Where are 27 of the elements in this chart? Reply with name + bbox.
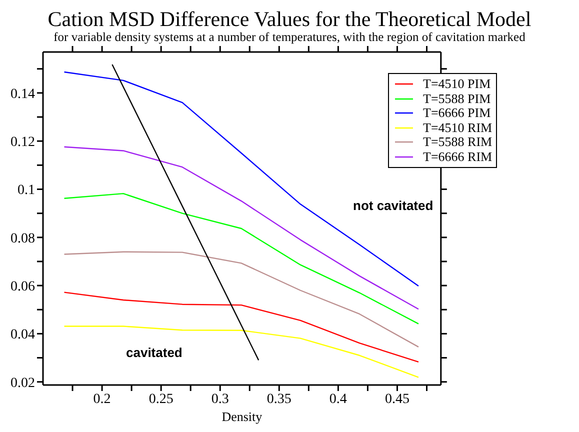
line-series	[64, 251, 420, 348]
chart-subtitle: for variable density systems at a number of temperatures, with the region of cavitation marked	[52, 30, 526, 45]
legend-label: T=6666 PIM	[423, 105, 491, 120]
line-series	[64, 292, 420, 362]
legend-label: T=6666 RIM	[423, 148, 492, 164]
x-tick-label: 0.4	[329, 392, 347, 407]
x-tick-label: 0.45	[384, 392, 410, 407]
y-tick-label: 0.08	[10, 231, 35, 246]
chart-title: Cation MSD Difference Values for the Theoretical Model	[46, 7, 532, 31]
legend-label: T=5588 RIM	[423, 134, 492, 150]
y-tick-label: 0.02	[10, 376, 35, 391]
x-tick-label: 0.2	[93, 392, 111, 407]
legend-label: T=4510 PIM	[423, 76, 491, 92]
x-tick-label: 0.3	[211, 392, 229, 407]
y-tick-label: 0.12	[10, 135, 35, 150]
legend-label: T=5588 PIM	[423, 90, 491, 106]
x-tick-label: 0.25	[148, 392, 174, 407]
y-tick-label: 0.14	[10, 86, 35, 102]
legend-label: T=4510 RIM	[423, 120, 492, 135]
x-axis-title: Density	[222, 409, 263, 424]
x-tick-label: 0.35	[266, 392, 292, 407]
annotation: cavitated	[126, 345, 182, 360]
line-series	[64, 326, 420, 378]
y-tick-label: 0.04	[10, 328, 35, 343]
y-tick-label: 0.1	[18, 183, 35, 198]
annotation: not cavitated	[353, 198, 434, 213]
y-tick-label: 0.06	[10, 280, 35, 295]
